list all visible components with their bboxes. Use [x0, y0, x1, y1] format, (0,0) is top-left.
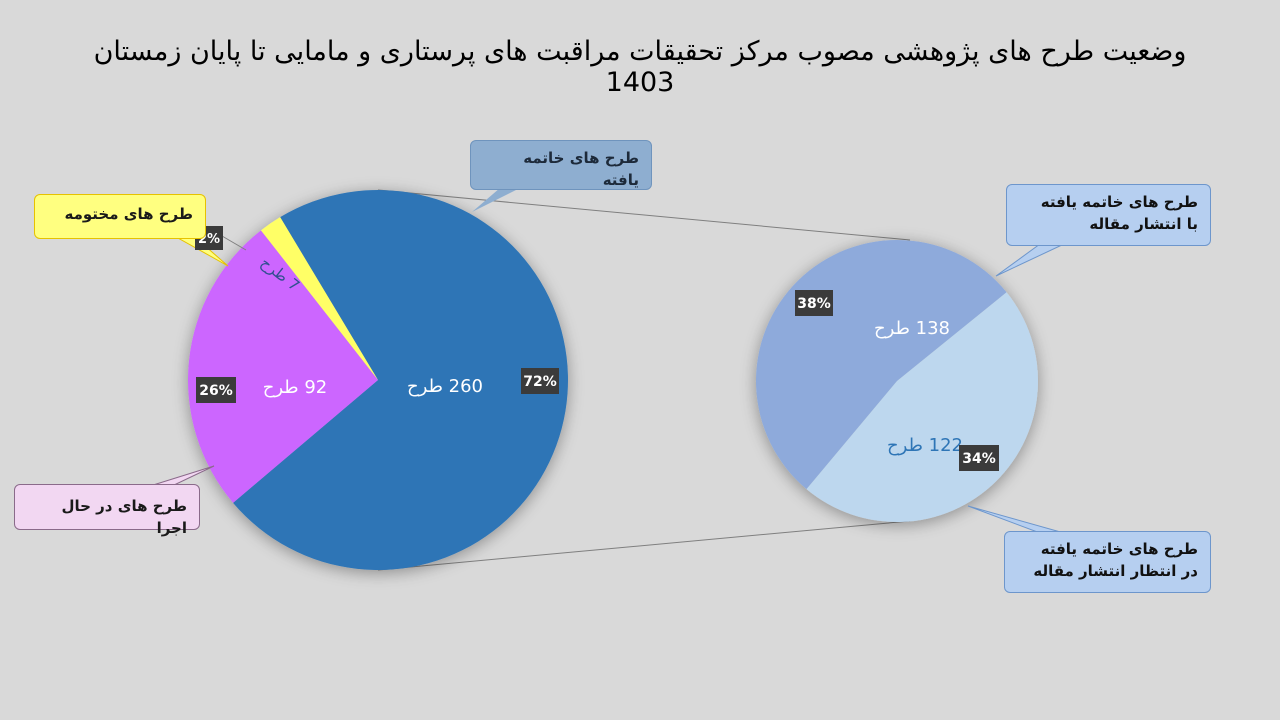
connector-line-top [377, 189, 911, 241]
callout-pointer-awaiting [967, 505, 1065, 534]
callout-completed-text: طرح های خاتمه یافته [523, 149, 639, 189]
leader-line-closed [221, 235, 247, 251]
percent-label-completed: 72% [523, 374, 557, 390]
value-label-completed: 260 طرح [407, 376, 483, 397]
callout-running-projects: طرح های در حال اجرا [14, 484, 200, 537]
callout-published-line1: طرح های خاتمه یافته [1040, 193, 1198, 211]
callout-published-line2: با انتشار مقاله [1089, 215, 1198, 233]
callout-pointer-completed [472, 188, 520, 212]
callout-awaiting-line1: طرح های خاتمه یافته [1040, 540, 1198, 558]
percent-badge-awaiting: 34% [959, 445, 999, 471]
pie-slice-completed [233, 190, 568, 571]
value-label-awaiting: 122 طرح [887, 435, 963, 456]
callout-closed-text: طرح های مختومه [64, 205, 193, 223]
percent-label-running: 26% [199, 383, 233, 399]
callout-pointer-published [995, 243, 1065, 277]
value-label-published: 138 طرح [874, 318, 950, 339]
main-pie [187, 190, 568, 571]
percent-badge-completed: 72% [521, 368, 559, 394]
callout-closed-projects: طرح های مختومه [34, 194, 206, 239]
value-label-running: 92 طرح [263, 377, 328, 398]
callout-pointer-running [149, 465, 215, 487]
connector-line-bottom [377, 520, 911, 571]
pie-slice-closed [260, 217, 378, 380]
breakdown-pie [755, 239, 1038, 522]
percent-label-published: 38% [797, 296, 831, 312]
percent-badge-running: 26% [196, 377, 236, 403]
callout-completed-projects: طرح های خاتمه یافته [470, 140, 652, 190]
percent-label-awaiting: 34% [962, 451, 996, 467]
callout-awaiting-projects: طرح های خاتمه یافته در انتظار انتشار مقا… [1004, 531, 1211, 593]
callout-published-projects: طرح های خاتمه یافته با انتشار مقاله [1006, 184, 1211, 246]
callout-awaiting-line2: در انتظار انتشار مقاله [1033, 562, 1198, 580]
percent-badge-published: 38% [795, 290, 833, 316]
chart-title: وضعیت طرح های پژوهشی مصوب مرکز تحقیقات م… [93, 36, 1187, 98]
pie-slice-running [187, 230, 378, 503]
callout-running-text: طرح های در حال اجرا [61, 497, 187, 537]
